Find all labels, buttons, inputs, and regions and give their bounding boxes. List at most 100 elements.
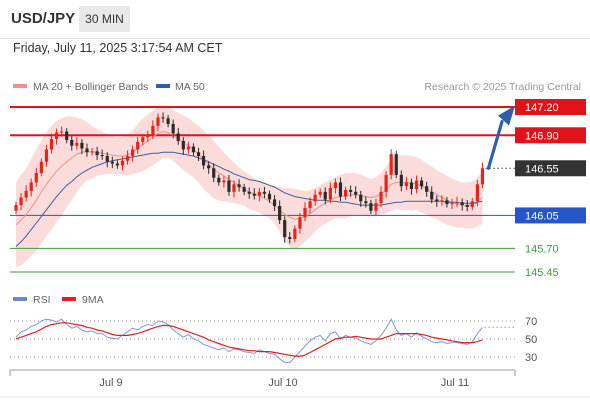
candle-body-7 [49, 139, 54, 150]
level-label-146-05-box [515, 207, 586, 224]
candle-body-67 [354, 191, 358, 195]
rsi-ma9-line [15, 322, 483, 357]
candle-body-36 [196, 152, 201, 157]
candle-body-79 [414, 180, 419, 190]
level-label-145-45: 145.45 [525, 267, 559, 279]
candle-body-48 [257, 191, 261, 196]
candle-body-82 [430, 191, 434, 200]
candle-body-46 [247, 191, 251, 194]
forecast-arrow-head [498, 105, 515, 126]
candle-body-31 [171, 123, 175, 134]
candle-body-85 [445, 200, 449, 205]
chart-header: USD/JPY 30 MIN [0, 0, 590, 39]
rsi-tick-70: 70 [525, 316, 537, 328]
ma50-legend-swatch [156, 84, 170, 88]
ma20-legend-label: MA 20 + Bollinger Bands [33, 81, 148, 93]
price-levels [10, 106, 515, 273]
candle-body-1 [19, 197, 23, 206]
level-label-146-55: 146.55 [525, 163, 559, 175]
rsi-tick-50: 50 [525, 334, 537, 346]
candle-body-40 [217, 177, 221, 183]
rsi-tick-30: 30 [525, 352, 537, 364]
candle-body-68 [359, 194, 363, 202]
candle-body-6 [44, 149, 49, 162]
candle-body-3 [29, 182, 33, 191]
candle-body-35 [191, 146, 196, 153]
credit-text: Research © 2025 Trading Central [424, 81, 581, 93]
candle-body-19 [110, 161, 114, 164]
candle-body-66 [349, 189, 353, 192]
x-tick-label-2: Jul 11 [441, 377, 470, 389]
candle-body-57 [303, 207, 307, 218]
candle-body-37 [201, 156, 206, 166]
candle-body-38 [207, 165, 211, 169]
candle-body-18 [105, 156, 109, 162]
candle-body-69 [364, 201, 368, 204]
candle-body-89 [465, 205, 469, 207]
candle-body-20 [115, 163, 119, 166]
candle-body-58 [308, 201, 312, 208]
candle-body-74 [389, 154, 393, 175]
candle-body-81 [425, 186, 429, 192]
forecast-arrow-shaft [486, 119, 504, 170]
candle-body-42 [227, 180, 231, 192]
candle-body-4 [34, 173, 38, 183]
timeframe-button[interactable]: 30 MIN [79, 6, 130, 32]
rsi-line [15, 318, 483, 363]
candle-body-29 [161, 117, 165, 119]
candle-body-88 [460, 202, 464, 206]
candle-body-86 [450, 203, 454, 205]
candle-body-41 [222, 180, 226, 183]
candle-body-71 [374, 203, 378, 211]
level-label-145-70: 145.70 [525, 243, 559, 255]
candle-body-30 [166, 118, 170, 124]
candle-body-0 [14, 205, 18, 211]
level-labels: 147.20 146.90 146.55 146.05 145.70 145.45 [515, 99, 586, 279]
rsi-legend-swatch [13, 297, 27, 301]
timestamp: Friday, July 11, 2025 3:17:54 AM CET [13, 41, 223, 55]
candle-body-53 [283, 220, 287, 238]
candle-body-84 [440, 200, 444, 202]
candle-body-39 [212, 168, 216, 178]
candle-body-64 [338, 182, 343, 197]
chart-legend: MA 20 + Bollinger Bands MA 50 Research © 2… [13, 81, 581, 93]
candle-body-22 [125, 156, 130, 161]
candle-body-47 [252, 193, 256, 196]
candle-body-52 [278, 206, 282, 221]
candle-body-62 [328, 188, 332, 200]
candle-body-72 [379, 191, 383, 204]
candle-body-27 [151, 125, 155, 136]
ma9-legend-label: 9MA [82, 294, 104, 306]
candle-body-28 [156, 117, 160, 126]
candle-body-65 [343, 189, 348, 197]
candle-body-76 [399, 174, 403, 187]
x-tick-label-0: Jul 9 [99, 377, 122, 389]
ma50-line [15, 151, 483, 247]
candle-body-56 [298, 217, 302, 229]
candle-body-15 [90, 151, 94, 153]
candle-body-63 [333, 182, 338, 189]
x-tick-label-1: Jul 10 [268, 377, 297, 389]
ma50-legend-label: MA 50 [175, 81, 205, 93]
candle-body-49 [262, 191, 267, 194]
candle-body-9 [60, 131, 64, 133]
candle-body-34 [186, 146, 190, 150]
candle-body-77 [404, 182, 408, 187]
ma9-legend-swatch [62, 297, 76, 301]
candle-body-55 [293, 228, 297, 239]
candle-body-43 [232, 184, 236, 192]
candle-body-32 [176, 133, 180, 141]
candle-body-73 [384, 174, 388, 192]
candle-body-26 [146, 135, 150, 138]
candle-body-12 [75, 142, 79, 146]
candle-body-17 [100, 155, 104, 157]
level-label-146-05: 146.05 [525, 210, 559, 222]
candle-body-92 [480, 168, 485, 185]
candle-body-50 [267, 193, 272, 200]
candle-body-51 [272, 199, 277, 206]
x-axis: Jul 9 Jul 10 Jul 11 [0, 369, 590, 398]
ma20-legend-swatch [13, 84, 27, 88]
symbol-title: USD/JPY [11, 10, 76, 27]
candle-body-23 [131, 149, 135, 157]
